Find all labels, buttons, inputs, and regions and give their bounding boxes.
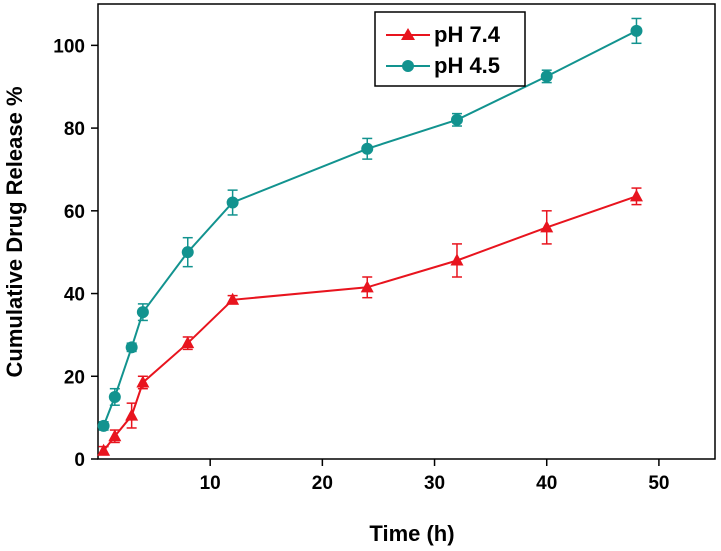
data-point [97, 419, 110, 432]
x-tick-label: 20 [312, 473, 333, 494]
x-tick-label: 40 [536, 473, 557, 494]
series-ph-7-4 [97, 187, 643, 456]
y-tick-label: 20 [64, 367, 85, 388]
data-point [226, 196, 239, 209]
y-tick-label: 40 [64, 285, 85, 306]
legend-marker-ph45 [402, 60, 414, 72]
x-axis: 10 20 30 40 50 [200, 459, 669, 494]
data-point [630, 24, 643, 37]
series-layer [97, 17, 643, 456]
x-tick-label: 50 [648, 473, 669, 494]
y-axis: 0 20 40 60 80 100 [53, 36, 98, 471]
legend: pH 7.4 pH 4.5 [374, 11, 526, 87]
data-point [125, 408, 139, 421]
legend-label-ph45: pH 4.5 [434, 53, 500, 78]
data-point [540, 220, 554, 233]
y-axis-title: Cumulative Drug Release % [2, 87, 27, 378]
data-point [181, 246, 194, 259]
data-point [450, 113, 463, 126]
data-point [629, 189, 643, 202]
x-axis-title: Time (h) [369, 521, 454, 546]
series-line [102, 30, 637, 427]
legend-marker-ph74 [401, 28, 415, 40]
legend-box [374, 11, 526, 87]
data-point [136, 375, 150, 388]
data-point [136, 306, 149, 319]
series-line [102, 195, 637, 452]
y-tick-label: 0 [74, 450, 85, 471]
data-point [361, 142, 374, 155]
y-tick-label: 80 [64, 119, 85, 140]
x-tick-label: 30 [424, 473, 445, 494]
y-tick-label: 60 [64, 202, 85, 223]
plot-frame [97, 3, 716, 460]
series-ph-4-5 [97, 17, 643, 432]
data-point [360, 280, 374, 293]
x-tick-label: 10 [200, 473, 221, 494]
data-point [108, 390, 121, 403]
data-point [181, 336, 195, 349]
data-point [125, 341, 138, 354]
data-point [450, 253, 464, 266]
y-tick-label: 100 [53, 36, 85, 57]
data-point [108, 429, 122, 442]
data-point [540, 70, 553, 83]
data-point [226, 292, 240, 305]
data-point [97, 443, 111, 456]
legend-label-ph74: pH 7.4 [434, 22, 501, 47]
